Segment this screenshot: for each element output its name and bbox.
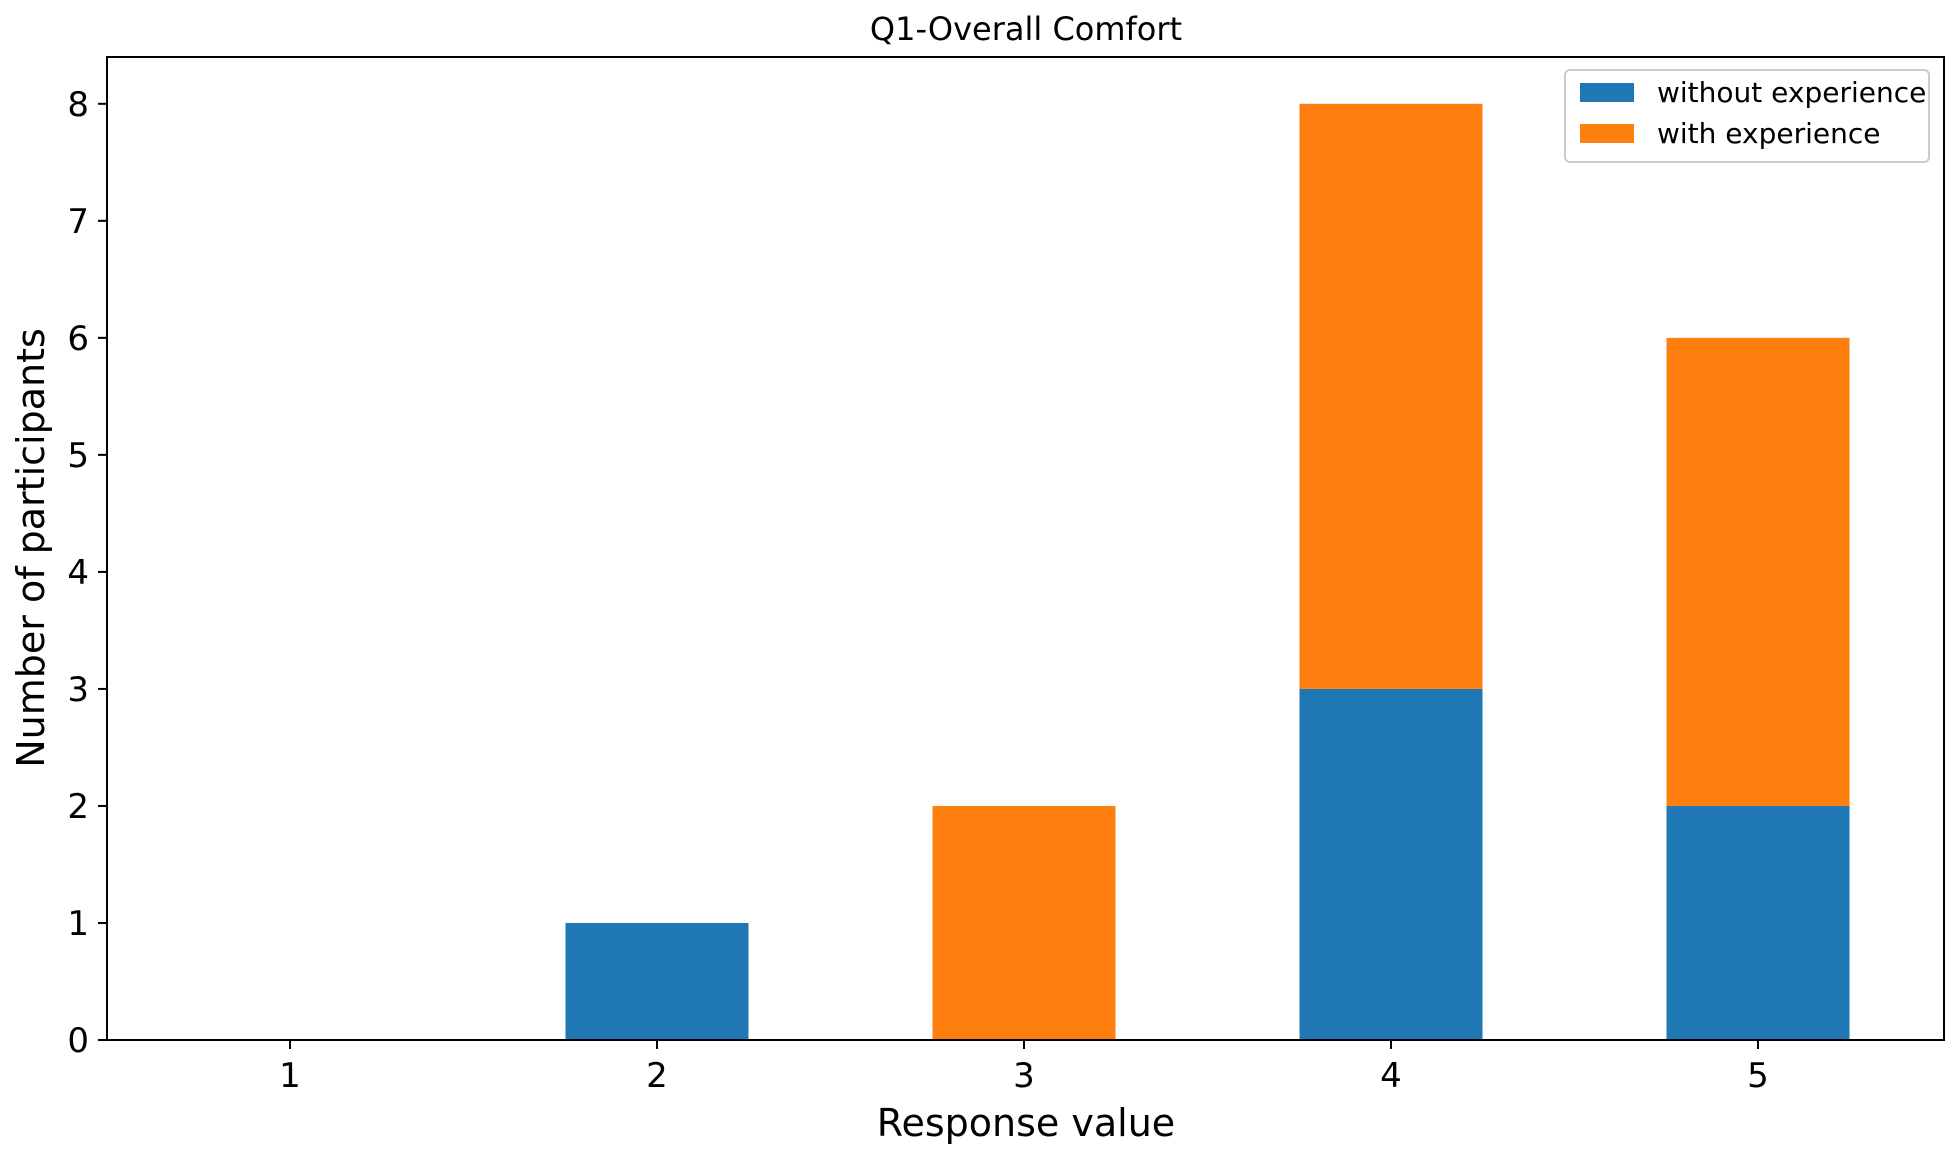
y-tick-label: 2 xyxy=(67,787,89,827)
x-tick-label: 1 xyxy=(279,1056,301,1096)
plot-area-frame xyxy=(106,56,1945,1041)
bars-group xyxy=(565,103,1850,1040)
y-tick-label: 6 xyxy=(67,319,89,359)
bar-3-with-experience xyxy=(932,805,1116,1040)
x-tick-label: 2 xyxy=(646,1056,668,1096)
x-tick-label: 5 xyxy=(1747,1056,1769,1096)
chart-title: Q1-Overall Comfort xyxy=(870,10,1182,48)
bar-4-without-experience xyxy=(1299,688,1483,1040)
legend-swatch-without-experience xyxy=(1580,83,1634,102)
x-axis-ticks: 1 2 3 4 5 xyxy=(279,1040,1769,1096)
x-tick-label: 4 xyxy=(1380,1056,1402,1096)
y-tick-label: 1 xyxy=(67,904,89,944)
y-axis-title: Number of participants xyxy=(9,328,53,768)
legend-swatch-with-experience xyxy=(1580,124,1634,143)
legend: without experience with experience xyxy=(1564,69,1930,163)
legend-frame xyxy=(1564,69,1930,163)
legend-label-with-experience: with experience xyxy=(1657,117,1881,150)
y-axis-ticks: 0 1 2 3 4 5 6 7 8 xyxy=(67,85,107,1061)
y-tick-label: 5 xyxy=(67,436,89,476)
y-tick-label: 3 xyxy=(67,670,89,710)
x-axis-title: Response value xyxy=(877,1101,1175,1145)
y-tick-label: 8 xyxy=(67,85,89,125)
x-tick-label: 3 xyxy=(1013,1056,1035,1096)
legend-label-without-experience: without experience xyxy=(1657,76,1926,109)
y-tick-label: 7 xyxy=(67,202,89,242)
bar-2-without-experience xyxy=(565,922,749,1040)
y-tick-label: 0 xyxy=(67,1021,89,1061)
bar-4-with-experience xyxy=(1299,103,1483,689)
bar-5-without-experience xyxy=(1666,805,1850,1040)
bar-5-with-experience xyxy=(1666,337,1850,806)
y-tick-label: 4 xyxy=(67,553,89,593)
